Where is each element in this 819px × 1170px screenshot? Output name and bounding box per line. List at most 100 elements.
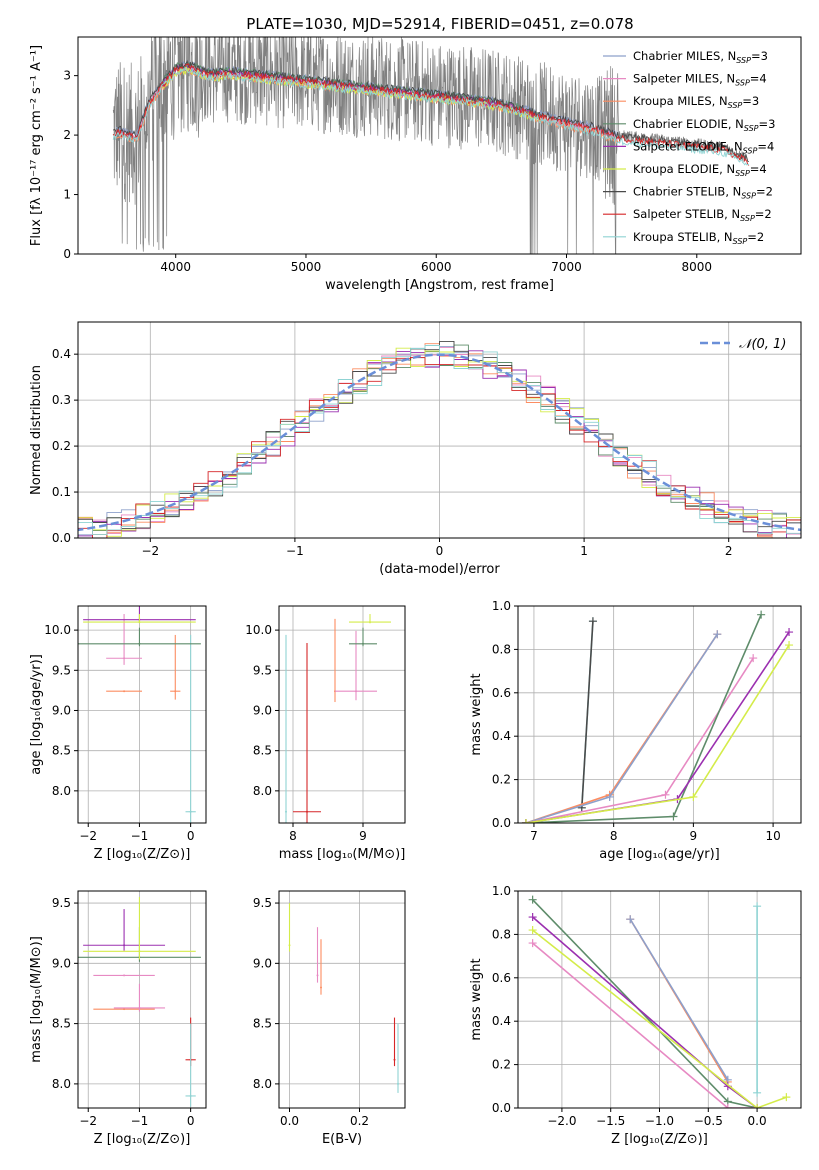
y-tick-label: 8.0 [52, 784, 71, 798]
weight-line-salpeter-elodie [525, 631, 790, 823]
x-tick-label: −0.5 [694, 1114, 723, 1128]
plus-marker [528, 913, 537, 922]
data-point [189, 1094, 192, 1097]
x-tick-label: 9 [359, 829, 367, 843]
data-point [123, 1008, 126, 1011]
y-axis-label: Normed distribution [29, 365, 44, 495]
legend-label-main: Chabrier ELODIE, N [633, 117, 744, 131]
plot-area [78, 340, 801, 538]
x-axis-label: wavelength [Angstrom, rest frame] [325, 278, 554, 293]
x-tick-label: −1 [131, 829, 149, 843]
y-tick-label: 0.3 [52, 393, 71, 407]
legend-label-sub: SSP [736, 56, 751, 65]
y-tick-label: 8.0 [253, 1077, 272, 1091]
legend-label-main: Kroupa MILES, N [633, 94, 728, 108]
data-point [397, 1082, 399, 1085]
legend-label-sub: SSP [741, 192, 756, 201]
y-tick-label: 8.5 [253, 744, 272, 758]
data-point [138, 642, 141, 645]
figure-title: PLATE=1030, MJD=52914, FIBERID=0451, z=0… [246, 15, 633, 33]
plot-area [528, 895, 791, 1108]
data-point [306, 810, 308, 813]
axes-frame [278, 890, 406, 1109]
spectrum-model-chabrier-stelib [112, 59, 749, 163]
data-point [138, 621, 141, 624]
y-tick-label: 10.0 [245, 623, 272, 637]
legend-label: Salpeter MILES, NSSP=4 [633, 72, 767, 88]
x-tick-label: 8000 [682, 260, 713, 274]
weight-line-chabrier-elodie [532, 899, 758, 1108]
legend-label-main: Kroupa STELIB, N [633, 230, 733, 244]
legend-label: Chabrier MILES, NSSP=3 [633, 49, 768, 65]
x-tick-label: 0 [187, 1114, 195, 1128]
x-tick-label: −2 [79, 1114, 97, 1128]
data-point [320, 986, 322, 989]
axes-frame [77, 605, 207, 824]
plus-marker [528, 926, 537, 935]
x-axis-label: Z [log₁₀(Z/Z⊙)] [611, 1132, 708, 1147]
plus-marker [669, 812, 678, 821]
y-tick-label: 1.0 [492, 599, 511, 613]
y-tick-label: 8.5 [52, 744, 71, 758]
y-tick-label: 8.0 [253, 784, 272, 798]
y-tick-label: 3 [63, 69, 71, 83]
x-axis-label: Z [log₁₀(Z/Z⊙)] [94, 1132, 191, 1147]
plus-marker [521, 819, 530, 823]
plus-marker [528, 939, 537, 948]
x-tick-label: −2 [141, 544, 159, 558]
y-axis-label: Flux [fλ 10⁻¹⁷ erg cm⁻² s⁻¹ A⁻¹] [29, 45, 44, 246]
x-tick-label: 4000 [160, 260, 191, 274]
y-tick-label: 0.0 [52, 531, 71, 545]
y-axis-label: mass [log₁₀(M/M⊙)] [29, 936, 44, 1063]
y-tick-label: 0.0 [492, 1101, 511, 1115]
legend-label-main: Salpeter MILES, N [633, 72, 735, 86]
legend-label-sub: SSP [733, 237, 748, 246]
plus-marker [753, 902, 762, 911]
y-axis-label: mass weight [469, 958, 484, 1040]
plus-marker [588, 617, 597, 626]
plot-area [78, 897, 201, 1107]
x-tick-label: 0 [187, 829, 195, 843]
x-tick-label: 0.2 [350, 1114, 369, 1128]
data-point [123, 974, 126, 977]
x-tick-label: 10 [765, 829, 780, 843]
legend-label: Salpeter STELIB, NSSP=2 [633, 207, 772, 223]
x-tick-label: −2 [79, 829, 97, 843]
data-point [362, 642, 364, 645]
legend-label-sub: SSP [728, 101, 743, 110]
residual-histogram-kroupa-miles [78, 343, 801, 538]
legend-label: Kroupa MILES, NSSP=3 [633, 94, 759, 110]
plus-marker [713, 630, 722, 639]
x-tick-label: 7000 [551, 260, 582, 274]
x-tick-label: 8 [610, 829, 618, 843]
plus-marker [689, 792, 698, 801]
y-tick-label: 0.2 [492, 773, 511, 787]
data-point [355, 690, 357, 693]
y-tick-label: 0.0 [492, 816, 511, 830]
plus-marker [723, 1104, 732, 1108]
legend-label-sub: SSP [744, 124, 759, 133]
legend-label-main: Chabrier MILES, N [633, 49, 736, 63]
axes-frame [517, 605, 802, 824]
data-point [138, 1006, 141, 1009]
legend-label-sub: SSP [743, 146, 758, 155]
gaussian-curve [78, 353, 801, 532]
x-tick-label: −1 [131, 1114, 149, 1128]
y-tick-label: 0.6 [492, 971, 511, 985]
x-tick-label: 6000 [421, 260, 452, 274]
y-tick-label: 0.8 [492, 642, 511, 656]
weight-line-salpeter-miles [525, 657, 754, 823]
legend-label-suffix: =4 [757, 139, 774, 153]
chart-mass_weight_vs_z: −2.0 −1.5 −1.0 −0.5 0.0 0.0 0.2 0.4 0.6 0.8 1.0 Z [… [469, 884, 802, 1147]
legend-label-suffix: =3 [759, 117, 776, 131]
y-tick-label: 0.2 [52, 439, 71, 453]
plus-marker [782, 1093, 791, 1102]
x-tick-label: 2 [725, 544, 733, 558]
legend-label-suffix: =2 [756, 185, 773, 199]
x-axis-label: E(B-V) [322, 1132, 362, 1147]
plus-marker [626, 915, 635, 924]
plot-area [285, 614, 391, 823]
